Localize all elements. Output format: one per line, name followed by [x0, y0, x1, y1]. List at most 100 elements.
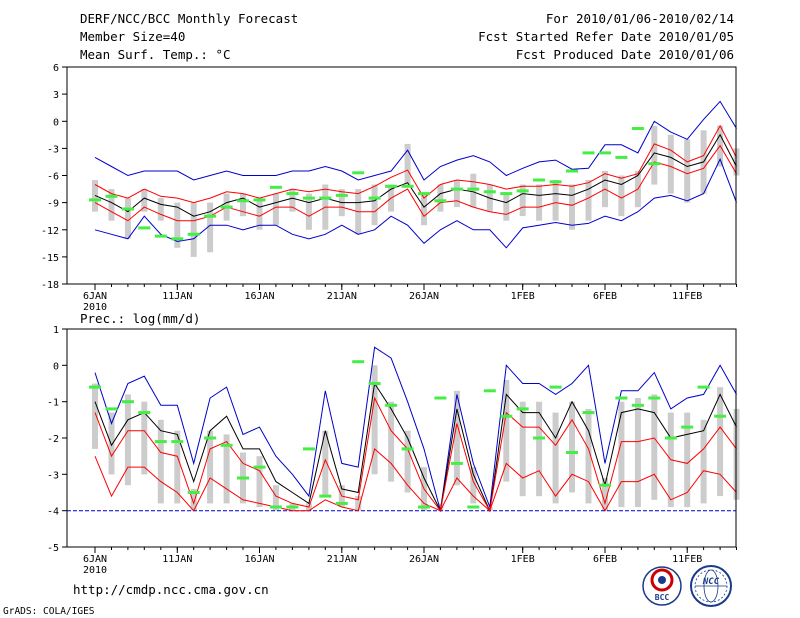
temp-observed-marker [648, 162, 661, 166]
precip-ytick-label: 1 [53, 325, 59, 336]
temp-observed-marker [418, 192, 430, 196]
temp-observed-marker [138, 226, 151, 230]
header-period: For 2010/01/06-2010/02/14 [546, 11, 734, 26]
precip-year-label: 2010 [83, 565, 107, 576]
precip-xtick-label: 11JAN [162, 554, 192, 565]
temp-observed-marker [450, 187, 463, 191]
temp-ensemble-box [453, 180, 460, 208]
header-fcst-produced: Fcst Produced Date 2010/01/06 [516, 47, 734, 62]
precip-ensemble-box [388, 401, 395, 482]
temp-series-min [94, 157, 737, 249]
precip-xtick-label: 21JAN [327, 554, 357, 565]
precip-ensemble-box [585, 408, 592, 504]
precip-observed-marker [352, 360, 365, 364]
temp-ytick-label: -18 [41, 280, 59, 291]
temp-observed-marker [171, 237, 184, 241]
temp-ensemble-box [552, 180, 559, 221]
temp-observed-marker [121, 207, 134, 211]
temp-ensemble-box [437, 184, 444, 212]
temp-ensemble-box [519, 184, 526, 217]
precip-observed-marker [434, 396, 447, 400]
temperature-observed-markers [89, 127, 661, 241]
precip-ensemble-box [404, 430, 411, 493]
temp-ensemble-box [207, 202, 214, 253]
precip-ensemble-box [651, 394, 658, 500]
temp-observed-marker [434, 199, 447, 203]
precip-observed-marker [121, 400, 134, 404]
temp-ytick-label: 3 [53, 90, 59, 101]
precip-observed-marker [237, 476, 249, 480]
temp-ensemble-box [503, 193, 510, 221]
header-member-size: Member Size=40 [80, 29, 185, 44]
precip-ytick-label: -5 [47, 543, 59, 554]
precip-observed-marker [648, 396, 661, 400]
temp-observed-marker [533, 178, 546, 182]
precip-observed-marker [664, 436, 677, 440]
precip-axes: 1 0 -1 -2 -3 -4 -5 6JAN 11JAN 16JAN 21JAN 26JAN 1FEB… [47, 325, 737, 576]
temperature-panel: 6 3 0 -3 -6 -9 -12 -15 -18 6JAN 11JAN 16JAN 21JAN 26J… [41, 63, 740, 313]
precip-ensemble-box [272, 485, 279, 511]
precip-ensemble-box [371, 365, 378, 475]
precip-observed-marker [467, 505, 480, 509]
precip-xtick-label: 6FEB [593, 554, 617, 565]
temp-observed-marker [582, 151, 595, 155]
precip-ensemble-box [536, 401, 543, 497]
precip-ensemble-box [108, 412, 115, 475]
temp-ensemble-box [240, 193, 246, 217]
precip-ensemble-box [618, 401, 625, 508]
temp-ytick-label: 6 [53, 63, 59, 74]
temp-xtick-label: 26JAN [409, 291, 439, 302]
temp-ensemble-box [667, 134, 674, 194]
temp-observed-marker [253, 198, 266, 202]
temp-observed-marker [237, 199, 249, 203]
temp-observed-marker [516, 189, 529, 193]
temp-observed-marker [385, 184, 398, 188]
temp-observed-marker [89, 198, 101, 202]
precip-ensemble-box [322, 430, 329, 497]
precip-ensemble-box [190, 488, 197, 511]
temp-observed-marker [500, 192, 513, 196]
precip-observed-marker [681, 425, 694, 429]
precip-observed-marker [105, 407, 118, 411]
temp-observed-marker [319, 196, 332, 200]
precip-ensemble-box [174, 430, 181, 504]
temp-ensemble-box [256, 198, 263, 230]
precip-xtick-label: 16JAN [244, 554, 274, 565]
temp-series-max [94, 100, 737, 181]
precip-xtick-label: 6JAN [83, 554, 107, 565]
temp-ensemble-box [289, 189, 296, 212]
precip-observed-marker [89, 385, 101, 389]
precip-ensemble-box [503, 379, 510, 482]
precip-observed-marker [171, 440, 184, 444]
temp-ytick-label: -9 [47, 199, 59, 210]
bcc-logo: BCC [642, 566, 682, 606]
temp-observed-marker [549, 180, 562, 184]
temp-observed-marker [483, 190, 496, 194]
temp-observed-marker [269, 185, 282, 189]
precip-observed-marker [220, 443, 233, 447]
precip-boxes [92, 365, 740, 511]
temp-ensemble-box [272, 193, 279, 226]
temp-xtick-label: 6JAN [83, 291, 107, 302]
precip-ytick-label: -1 [47, 398, 59, 409]
temp-observed-marker [631, 127, 644, 130]
temp-ytick-label: -12 [41, 226, 59, 237]
header-fcst-started: Fcst Started Refer Date 2010/01/05 [478, 29, 734, 44]
precip-lines [67, 346, 737, 513]
precip-observed-marker [533, 436, 546, 440]
precip-observed-marker [549, 385, 562, 389]
precip-observed-marker [450, 461, 463, 465]
temp-ensemble-box [157, 198, 164, 221]
temp-observed-marker [187, 232, 200, 236]
temp-observed-marker [220, 205, 233, 209]
ncc-logo-text: NCC [702, 577, 720, 587]
precip-observed-marker [302, 447, 315, 451]
precip-series-lower [94, 447, 737, 512]
precip-ensemble-box [256, 456, 263, 508]
temp-ensemble-box [585, 180, 592, 221]
temp-ytick-label: -3 [47, 144, 59, 155]
precip-observed-marker [697, 385, 710, 389]
temp-xtick-label: 16JAN [244, 291, 274, 302]
temp-ytick-label: 0 [53, 117, 59, 128]
